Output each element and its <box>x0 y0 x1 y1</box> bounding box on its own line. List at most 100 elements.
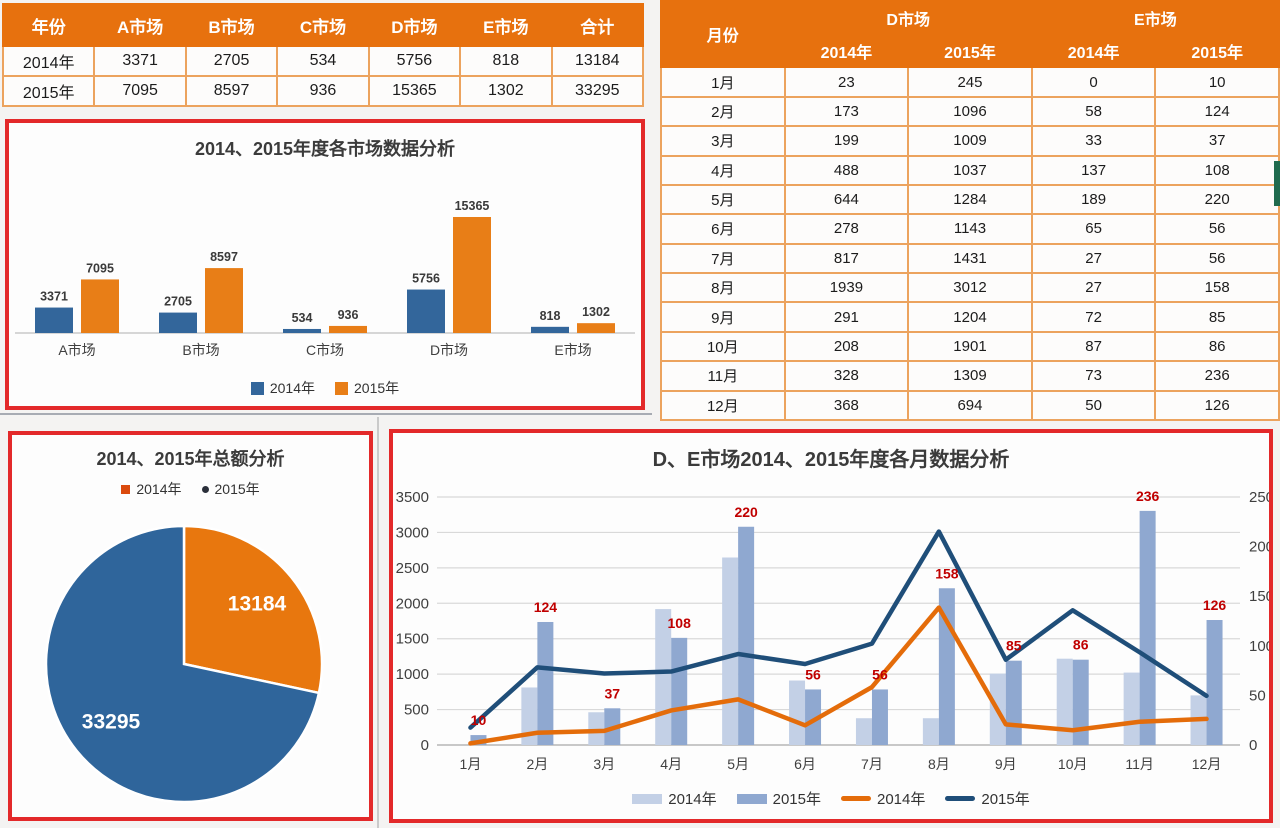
table-cell[interactable]: 3012 <box>907 272 1033 304</box>
column-header-month[interactable]: 月份 <box>660 0 786 69</box>
table-cell[interactable]: 1月 <box>660 66 786 98</box>
pie-slice-2015年[interactable] <box>44 524 321 804</box>
table-cell[interactable]: 208 <box>783 330 910 363</box>
combo-bar-2015年-7月[interactable] <box>871 689 888 745</box>
bar-2014年-E市场[interactable] <box>531 326 569 333</box>
table-cell[interactable]: 27 <box>1030 272 1157 304</box>
table-cell[interactable]: 1939 <box>783 272 910 304</box>
combo-bar-2014年-6月[interactable] <box>789 680 806 745</box>
table-cell[interactable]: 33 <box>1030 125 1157 157</box>
table-cell[interactable]: 1302 <box>459 75 553 107</box>
table-cell[interactable]: 8月 <box>660 272 786 304</box>
bar-2015年-B市场[interactable] <box>205 268 243 333</box>
bar-chart-svg[interactable]: 3371 7095 A市场 2705 8597 B市场 534 936 C市场 5756 15365… <box>9 167 641 371</box>
table-cell[interactable]: 23 <box>783 66 910 98</box>
table-cell[interactable]: 124 <box>1154 95 1280 128</box>
table-cell[interactable]: 488 <box>783 154 910 186</box>
table-cell[interactable]: 0 <box>1030 66 1157 98</box>
table-cell[interactable]: 85 <box>1154 301 1280 333</box>
column-subheader[interactable]: 2014年 <box>783 33 910 69</box>
column-group-header[interactable]: D市场 <box>783 0 1033 36</box>
table-cell[interactable]: 7月 <box>660 242 786 275</box>
combo-bar-2014年-5月[interactable] <box>722 557 739 745</box>
bar-2014年-A市场[interactable] <box>35 307 73 333</box>
combo-bar-2014年-10月[interactable] <box>1056 658 1073 745</box>
table-cell[interactable]: 936 <box>276 75 370 107</box>
table-cell[interactable]: 10月 <box>660 330 786 363</box>
combo-bar-2014年-7月[interactable] <box>855 718 872 745</box>
combo-line-2014年[interactable] <box>468 605 1209 746</box>
monthly-combo-chart-panel[interactable]: D、E市场2014、2015年度各月数据分析 0 500 1000 1500 2000 2… <box>389 429 1273 823</box>
table-cell[interactable]: 33295 <box>550 75 645 107</box>
bar-2015年-C市场[interactable] <box>329 325 367 333</box>
combo-bar-2014年-2月[interactable] <box>521 687 538 745</box>
table-cell[interactable]: 694 <box>907 389 1033 422</box>
combo-bar-2014年-11月[interactable] <box>1123 672 1140 745</box>
table-cell[interactable]: 5月 <box>660 183 786 216</box>
table-cell[interactable]: 1284 <box>907 183 1033 216</box>
table-cell[interactable]: 245 <box>907 66 1033 98</box>
table-cell[interactable]: 220 <box>1154 183 1280 216</box>
table-cell[interactable]: 13184 <box>550 45 645 77</box>
combo-chart-svg[interactable]: 0 500 1000 1500 2000 2500 3000 3500 0 50 100 150 200… <box>393 433 1269 785</box>
bar-2015年-D市场[interactable] <box>453 217 491 333</box>
table-cell[interactable]: 10 <box>1154 66 1280 98</box>
table-cell[interactable]: 9月 <box>660 301 786 333</box>
table-cell[interactable]: 291 <box>783 301 910 333</box>
table-cell[interactable]: 11月 <box>660 360 786 392</box>
table-cell[interactable]: 236 <box>1154 360 1280 392</box>
total-pie-chart-panel[interactable]: 2014、2015年总额分析 2014年 2015年 13184 33295 <box>8 431 373 821</box>
table-cell[interactable]: 72 <box>1030 301 1157 333</box>
table-cell[interactable]: 1009 <box>907 125 1033 157</box>
table-cell[interactable]: 278 <box>783 213 910 245</box>
combo-bar-2015年-9月[interactable] <box>1005 660 1022 745</box>
combo-bar-2014年-8月[interactable] <box>922 718 939 745</box>
combo-bar-2015年-6月[interactable] <box>805 689 822 745</box>
column-header[interactable]: B市场 <box>184 3 279 47</box>
combo-bar-2015年-10月[interactable] <box>1072 659 1089 745</box>
table-cell[interactable]: 7095 <box>93 75 187 107</box>
table-cell[interactable]: 5756 <box>367 45 462 77</box>
table-cell[interactable]: 4月 <box>660 154 786 186</box>
table-cell[interactable]: 189 <box>1030 183 1157 216</box>
column-subheader[interactable]: 2014年 <box>1030 33 1157 69</box>
bar-2014年-D市场[interactable] <box>407 289 445 333</box>
table-cell[interactable]: 644 <box>783 183 910 216</box>
table-cell[interactable]: 199 <box>783 125 910 157</box>
table-cell[interactable]: 3371 <box>93 45 187 77</box>
combo-bar-2015年-11月[interactable] <box>1139 510 1156 745</box>
table-cell[interactable]: 6月 <box>660 213 786 245</box>
table-cell[interactable]: 3月 <box>660 125 786 157</box>
column-header[interactable]: D市场 <box>367 3 462 47</box>
table-cell[interactable]: 368 <box>783 389 910 422</box>
table-cell[interactable]: 534 <box>276 45 370 77</box>
table-cell[interactable]: 56 <box>1154 213 1280 245</box>
combo-bar-2015年-12月[interactable] <box>1206 620 1223 745</box>
pie-chart-svg[interactable]: 13184 33295 <box>12 435 369 817</box>
pie-slice-2014年[interactable] <box>182 524 324 695</box>
table-cell[interactable]: 2月 <box>660 95 786 128</box>
table-cell[interactable]: 1431 <box>907 242 1033 275</box>
table-cell[interactable]: 27 <box>1030 242 1157 275</box>
table-cell[interactable]: 1037 <box>907 154 1033 186</box>
table-cell[interactable]: 56 <box>1154 242 1280 275</box>
table-cell[interactable]: 328 <box>783 360 910 392</box>
table-cell[interactable]: 818 <box>459 45 553 77</box>
table-cell[interactable]: 137 <box>1030 154 1157 186</box>
table-cell[interactable]: 87 <box>1030 330 1157 363</box>
combo-bar-2014年-3月[interactable] <box>588 712 605 745</box>
table-cell[interactable]: 108 <box>1154 154 1280 186</box>
combo-bar-2015年-2月[interactable] <box>537 621 554 745</box>
table-cell[interactable]: 2014年 <box>1 45 96 77</box>
column-header[interactable]: 年份 <box>1 3 96 47</box>
bar-2015年-A市场[interactable] <box>81 279 119 333</box>
column-header[interactable]: 合计 <box>550 3 645 47</box>
table-cell[interactable]: 817 <box>783 242 910 275</box>
column-subheader[interactable]: 2015年 <box>907 33 1033 69</box>
bar-2015年-E市场[interactable] <box>577 323 615 333</box>
column-header[interactable]: A市场 <box>93 3 187 47</box>
table-cell[interactable]: 73 <box>1030 360 1157 392</box>
table-cell[interactable]: 37 <box>1154 125 1280 157</box>
combo-bar-2015年-5月[interactable] <box>738 526 755 745</box>
column-subheader[interactable]: 2015年 <box>1154 33 1280 69</box>
